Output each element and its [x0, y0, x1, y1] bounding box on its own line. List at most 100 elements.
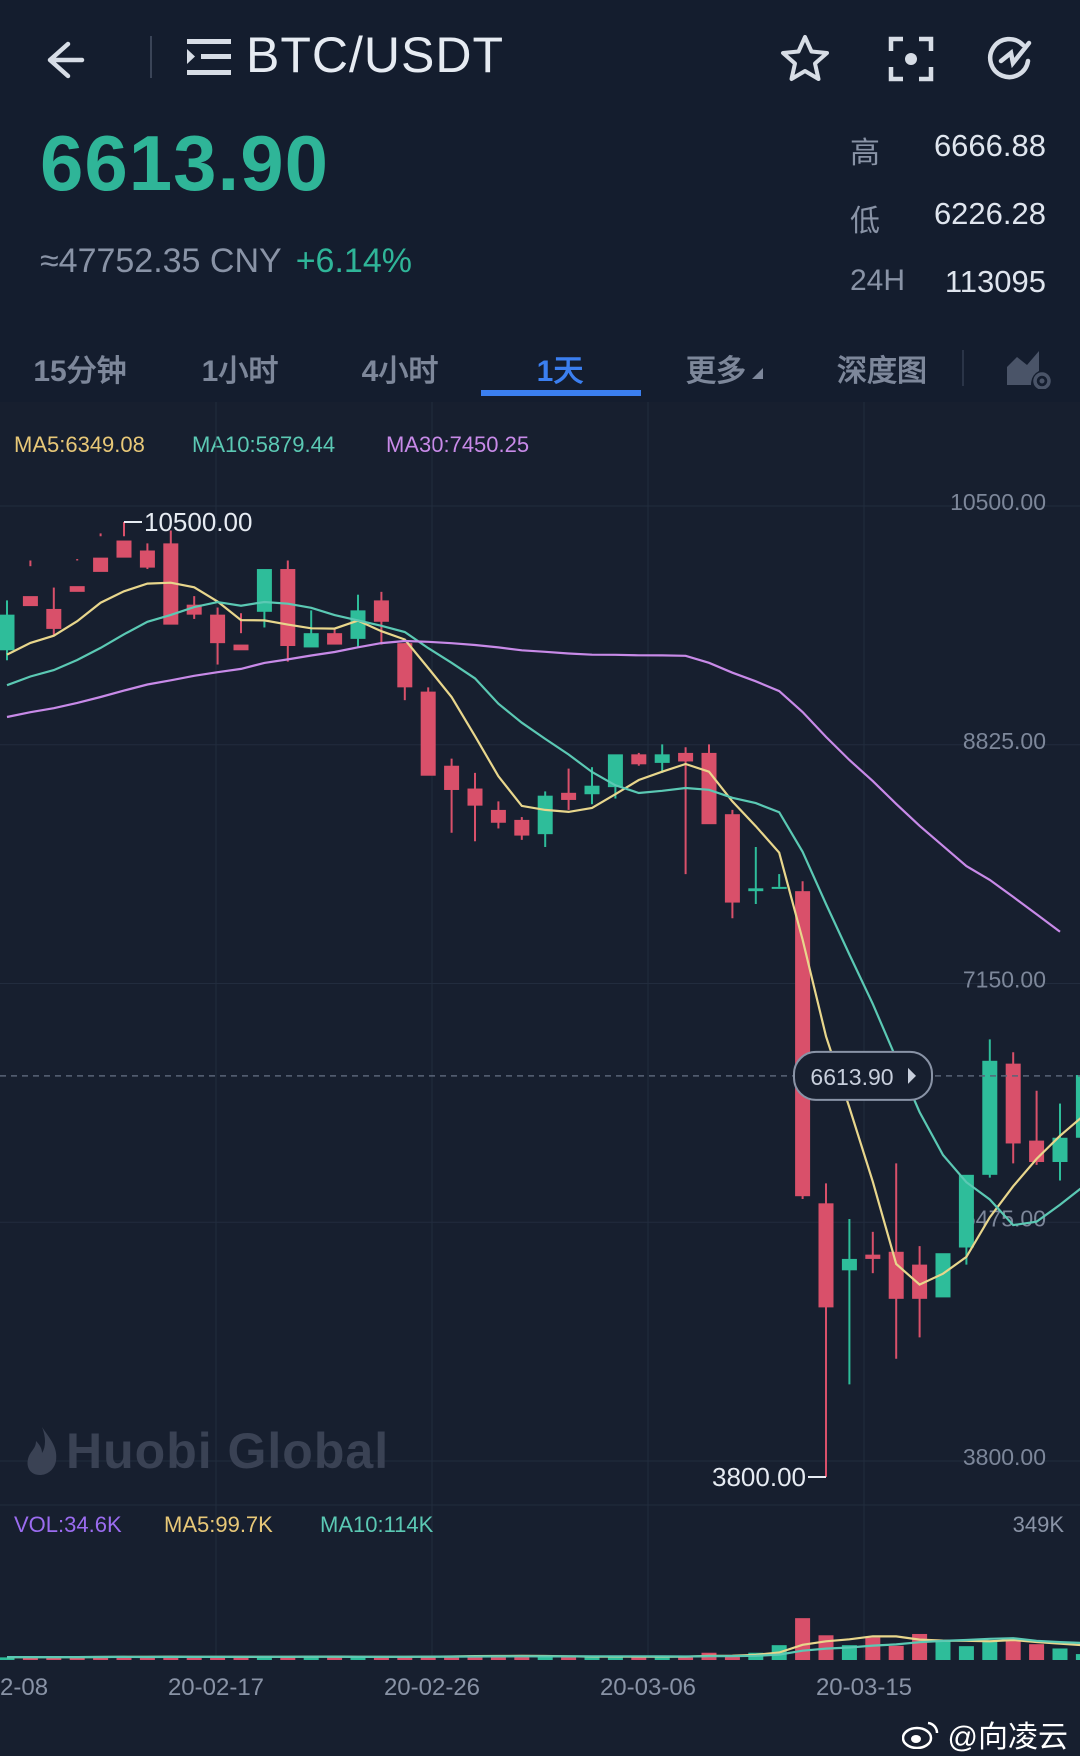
triangle-down-icon — [752, 368, 763, 379]
date-tick-label: 20-02-26 — [384, 1674, 480, 1701]
vol-legend: VOL:34.6K — [14, 1512, 122, 1537]
volume-bar — [280, 1657, 296, 1660]
brand-watermark: Huobi Global — [22, 1422, 389, 1480]
volume-bar — [865, 1637, 881, 1660]
candle-body — [561, 792, 577, 800]
volume-bar — [233, 1656, 249, 1660]
volume-bar — [69, 1656, 85, 1660]
price-tick-label: 7150.00 — [963, 967, 1046, 993]
max-price-label: 10500.00 — [144, 507, 252, 537]
tab-more[interactable]: 更多 — [655, 340, 795, 396]
play-arrow-icon — [908, 1067, 916, 1084]
last-price-badge-bg — [793, 1050, 933, 1101]
candle-body — [163, 543, 179, 625]
volume-bar — [724, 1655, 740, 1660]
screenshot-icon[interactable] — [882, 30, 940, 88]
pair-title[interactable]: BTC/USDT — [246, 27, 504, 83]
star-icon[interactable] — [776, 30, 834, 88]
tab-active-underline — [481, 390, 641, 396]
candle-body — [958, 1174, 974, 1248]
candle-body — [327, 633, 343, 645]
volume-bar — [514, 1656, 530, 1660]
candlestick-chart[interactable]: 10500.00 8825.00 7150.00 5475.00 3800.00 2-08… — [0, 402, 1080, 1713]
candle-body — [350, 610, 366, 639]
volume-bar — [678, 1656, 694, 1660]
vol-ma5-legend: MA5:99.7K — [164, 1512, 273, 1537]
candle-body — [607, 754, 623, 788]
candle-body — [584, 785, 600, 795]
tab-separator — [962, 350, 964, 386]
candle-body — [69, 586, 85, 592]
date-tick-label: 20-02-17 — [168, 1674, 264, 1701]
candle-body — [724, 814, 740, 903]
date-tick-label: 2-08 — [0, 1674, 48, 1701]
min-price-label: 3800.00 — [712, 1462, 806, 1492]
volume-bar — [467, 1655, 483, 1660]
cny-price: ≈47752.35 CNY — [40, 242, 282, 280]
candle-body — [210, 614, 226, 644]
tab-1day[interactable]: 1天 — [536, 355, 584, 388]
tab-15min[interactable]: 15分钟 — [33, 355, 127, 388]
date-tick-label: 20-03-15 — [816, 1674, 912, 1701]
candle-body — [233, 644, 249, 651]
volume-bar — [1052, 1648, 1068, 1660]
volume-bar — [163, 1656, 179, 1660]
volume-bar — [1075, 1654, 1080, 1660]
candle-body — [1052, 1137, 1068, 1162]
vol-ma10-legend: MA10:114K — [320, 1512, 434, 1537]
ma10-line — [6, 600, 1080, 1227]
tab-1hour[interactable]: 1小时 — [201, 355, 279, 388]
candle-body — [0, 614, 15, 651]
arrow-left-icon[interactable] — [32, 30, 92, 90]
volume-bar — [1005, 1639, 1021, 1660]
social-watermark: @向凌云 — [901, 1712, 1068, 1756]
header-divider — [150, 36, 152, 78]
volume-bar — [303, 1656, 319, 1660]
candle-body — [186, 604, 202, 615]
volume-bar — [631, 1656, 647, 1660]
refresh-icon[interactable] — [980, 30, 1038, 88]
tab-depth[interactable]: 深度图 — [837, 355, 927, 388]
last-price-badge[interactable]: 6613.90 — [793, 1050, 933, 1101]
candle-body — [373, 600, 389, 622]
volume-bar — [935, 1640, 951, 1660]
volume-bar — [490, 1656, 506, 1660]
volume-bar — [139, 1657, 155, 1660]
candle-body — [771, 886, 787, 889]
header-area — [0, 0, 1080, 400]
ma5-line — [6, 581, 1080, 1286]
bottom-bar — [0, 1713, 1080, 1756]
high-value: 6666.88 — [933, 128, 1046, 163]
social-watermark-text: @向凌云 — [947, 1721, 1068, 1754]
tab-more-label: 更多 — [686, 355, 746, 388]
candle-body — [420, 691, 436, 776]
volume-bar — [420, 1656, 436, 1660]
volume-bar — [444, 1655, 460, 1660]
volume-bar — [958, 1646, 974, 1660]
volume-bar — [210, 1657, 226, 1660]
volume-bar — [607, 1656, 623, 1660]
low-value: 6226.28 — [933, 196, 1046, 231]
volume-bar — [654, 1657, 670, 1660]
candle-body — [865, 1254, 881, 1259]
candle-body — [303, 633, 319, 648]
list-menu-icon[interactable] — [186, 34, 234, 80]
tab-4hour[interactable]: 4小时 — [361, 355, 439, 388]
volume-bar — [537, 1656, 553, 1660]
volume-bar — [888, 1645, 904, 1660]
candle-body — [795, 891, 811, 1197]
weibo-icon — [901, 1721, 938, 1749]
candle-body — [841, 1258, 857, 1271]
volume-bar — [256, 1656, 272, 1660]
candle-body — [467, 788, 483, 806]
volume-bar — [186, 1657, 202, 1660]
candle-body — [139, 550, 155, 568]
volume-bar — [795, 1618, 811, 1660]
candle-body — [935, 1253, 951, 1298]
volume-bar — [561, 1657, 577, 1660]
chart-settings-icon[interactable] — [1000, 340, 1056, 396]
volume-bar — [1029, 1644, 1045, 1660]
last-price: 6613.90 — [40, 119, 329, 207]
price-tick-label: 3800.00 — [963, 1444, 1046, 1470]
candle-body — [397, 643, 413, 688]
